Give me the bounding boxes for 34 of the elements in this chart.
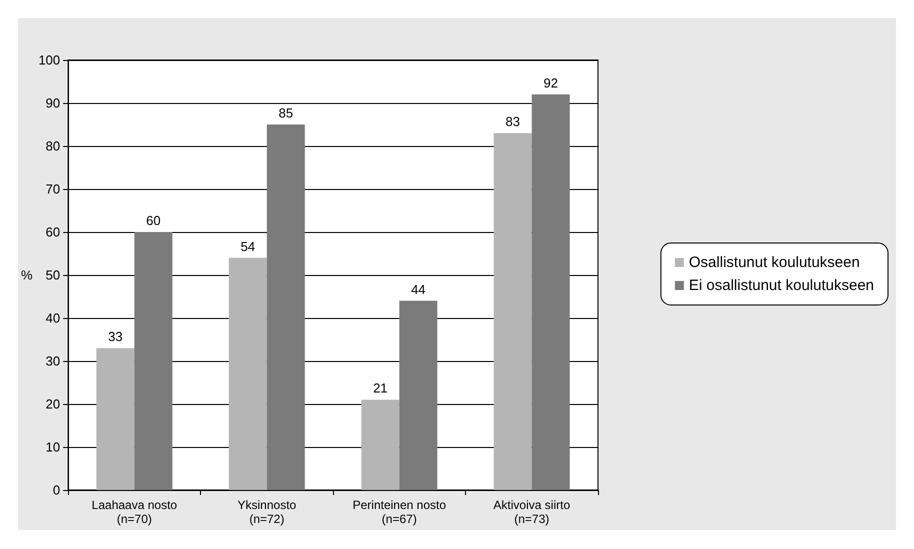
data-label: 33 (108, 329, 123, 344)
bar (266, 124, 305, 490)
y-tick-label: 90 (46, 96, 60, 110)
x-tick-label: Laahaava nosto (n=70) (92, 498, 178, 526)
y-tick-label: 0 (52, 482, 60, 498)
bar (361, 400, 400, 490)
y-tick-label: 60 (46, 224, 60, 240)
y-tick-label: 30 (46, 354, 60, 368)
x-tick-label: Yksinnosto (n=72) (237, 498, 297, 526)
data-label: 60 (146, 213, 161, 228)
data-label: 44 (411, 282, 426, 297)
y-tick-label: 10 (46, 440, 60, 454)
y-tick-label: 20 (46, 396, 60, 412)
x-tick-label: Aktivoiva siirto (n=73) (493, 498, 570, 526)
bar (532, 94, 570, 490)
data-label: 21 (373, 380, 388, 396)
y-axis-title: % (20, 268, 33, 282)
bar (494, 133, 532, 490)
bar (96, 348, 134, 490)
bar (399, 300, 438, 490)
y-tick-label: 40 (46, 310, 60, 326)
x-tick-label: Perinteinen nosto (n=67) (352, 498, 446, 526)
bar (134, 232, 172, 490)
y-tick-label: 80 (46, 138, 60, 154)
y-tick-label: 100 (38, 52, 60, 68)
bar (228, 258, 267, 490)
y-tick-label: 70 (46, 182, 60, 196)
data-label: 83 (506, 114, 520, 130)
y-tick-label: 50 (46, 268, 60, 282)
legend-label: Ei osallistunut koulutukseen (688, 277, 874, 294)
data-label: 92 (544, 75, 558, 90)
data-label: 54 (240, 238, 256, 254)
legend-label: Osallistunut koulutukseen (688, 254, 860, 271)
data-label: 85 (278, 106, 294, 120)
